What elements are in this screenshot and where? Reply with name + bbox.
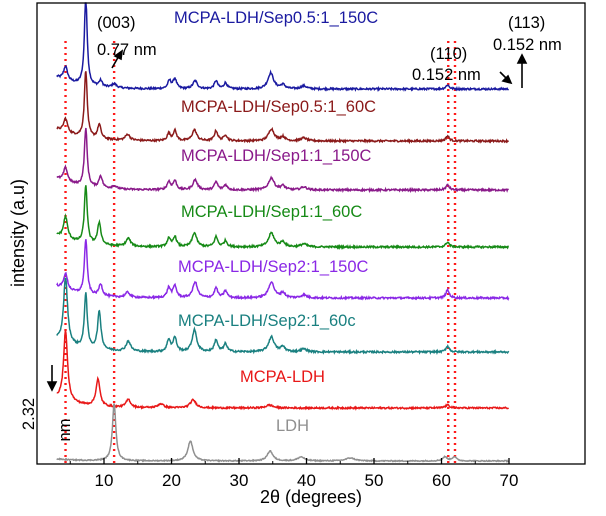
series-label-3: MCPA-LDH/Sep1:1_60C [181,203,362,221]
series-label-1: MCPA-LDH/Sep0.5:1_60C [181,98,376,116]
arrow-113-head [516,53,528,64]
x-tick-label-5: 60 [432,471,451,490]
series-label-6: MCPA-LDH [240,368,325,386]
annotation-003-miller: (003) [97,14,136,32]
series-line-7 [56,403,509,463]
series-line-0 [56,2,509,93]
series-label-0: MCPA-LDH/Sep0.5:1_150C [174,9,378,27]
series-label-4: MCPA-LDH/Sep2:1_150C [178,258,369,276]
annotation-110: (110) 0.152 nm [412,45,481,84]
reference-lines [64,41,457,464]
series-line-2 [56,127,509,194]
annotation-basal-value: 2.32 [20,398,38,430]
series-labels: MCPA-LDH/Sep0.5:1_150C MCPA-LDH/Sep0.5:1_… [174,9,378,435]
series-label-2: MCPA-LDH/Sep1:1_150C [181,147,372,165]
annotation-basal-unit: nm [56,419,74,442]
x-tick-label-6: 70 [500,471,519,490]
series-line-4 [56,239,510,301]
series-group [56,2,510,463]
plot-frame [36,2,586,465]
annotation-003-spacing: 0.77 nm [97,41,157,59]
x-tick-label-0: 10 [95,471,114,490]
y-axis-title: intensity (a.u) [8,179,28,287]
series-line-6 [56,330,509,411]
x-tick-label-1: 20 [162,471,181,490]
annotation-113-spacing: 0.152 nm [493,36,562,54]
series-label-5: MCPA-LDH/Sep2:1_60c [178,312,356,330]
arrow-basal-head [46,381,58,392]
x-tick-label-4: 50 [365,471,384,490]
arrow-003-head [113,49,124,61]
series-line-1 [56,71,509,145]
annotation-arrows [46,49,528,392]
x-tick-label-3: 40 [297,471,316,490]
annotation-113-miller: (113) [508,14,545,32]
x-axis-ticks: 10 20 30 40 50 60 70 [69,458,519,490]
annotation-003: (003) 0.77 nm [97,14,157,59]
annotation-110-spacing: 0.152 nm [412,66,481,84]
annotation-110-miller: (110) [430,45,467,63]
series-line-5 [56,277,510,356]
x-tick-label-2: 30 [230,471,249,490]
arrow-110-head [501,74,513,85]
x-axis-title: 2θ (degrees) [260,487,362,507]
annotation-basal: 2.32 nm [20,398,74,442]
annotation-113: (113) 0.152 nm [493,14,562,54]
series-line-3 [56,185,509,250]
series-label-7: LDH [276,417,309,435]
